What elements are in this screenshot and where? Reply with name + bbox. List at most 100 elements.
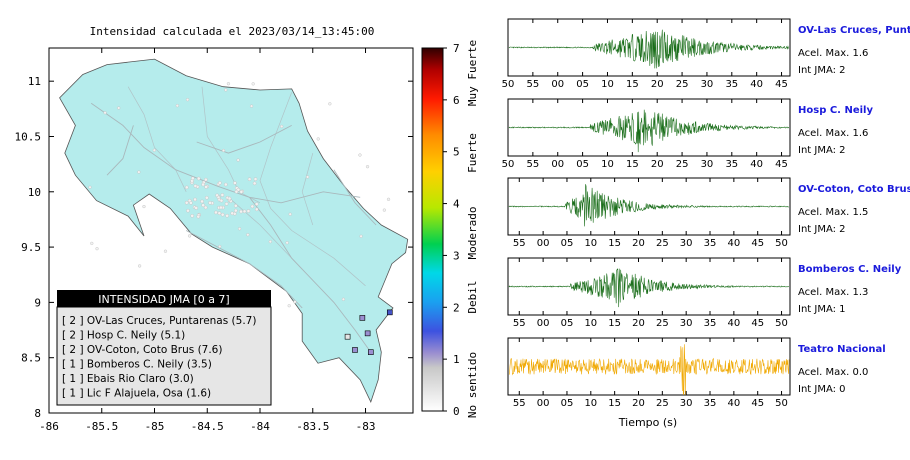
trace-tick-label: 00 bbox=[537, 318, 550, 329]
waveform-trace bbox=[508, 344, 790, 396]
trace-tick-label: 55 bbox=[527, 79, 540, 90]
trace-tick-label: 15 bbox=[608, 398, 621, 409]
town-dot bbox=[280, 124, 284, 129]
trace-tick-label: 35 bbox=[725, 159, 738, 170]
waveform-trace bbox=[508, 184, 790, 227]
trace-tick-label: 35 bbox=[725, 79, 738, 90]
town-dot bbox=[224, 88, 228, 92]
map-x-tick-label: -85.5 bbox=[85, 420, 118, 433]
town-dot bbox=[193, 184, 198, 188]
map-y-tick-label: 9.5 bbox=[21, 241, 41, 254]
trace-tick-label: 20 bbox=[651, 159, 664, 170]
town-dot bbox=[196, 214, 201, 219]
map-title: Intensidad calculada el 2023/03/14_13:45… bbox=[90, 25, 375, 38]
map-x-tick-label: -86 bbox=[39, 420, 59, 433]
station-intensity: Int JMA: 2 bbox=[798, 145, 846, 156]
trace-tick-label: 05 bbox=[576, 159, 589, 170]
trace-tick-label: 00 bbox=[551, 79, 564, 90]
town-dot bbox=[287, 304, 291, 308]
trace-tick-label: 50 bbox=[775, 318, 788, 329]
station-marker bbox=[359, 315, 366, 321]
station-intensity: Int JMA: 0 bbox=[798, 384, 846, 395]
town-dot bbox=[208, 201, 212, 205]
road-line bbox=[90, 102, 361, 204]
province-boundary bbox=[259, 92, 366, 287]
town-dot bbox=[88, 185, 92, 189]
trace-tick-label: 35 bbox=[704, 318, 717, 329]
station-name: OV-Las Cruces, Puntar bbox=[798, 25, 910, 36]
station-acel: Acel. Max. 1.5 bbox=[798, 207, 868, 218]
station-marker bbox=[386, 309, 393, 316]
town-dot bbox=[221, 148, 226, 153]
province-boundary bbox=[301, 153, 314, 226]
station-acel: Acel. Max. 0.0 bbox=[798, 367, 868, 378]
colorbar-tick-label: 0 bbox=[453, 405, 460, 418]
station-intensity: Int JMA: 2 bbox=[798, 65, 846, 76]
map-y-tick-label: 10.5 bbox=[15, 130, 42, 143]
town-dot bbox=[268, 240, 272, 244]
road-line bbox=[333, 169, 377, 226]
town-dot bbox=[239, 209, 243, 214]
trace-tick-label: 20 bbox=[632, 238, 645, 249]
map-x-tick-label: -83.5 bbox=[296, 420, 329, 433]
station-name: Bomberos C. Neily bbox=[798, 264, 902, 275]
town-dot bbox=[204, 185, 208, 189]
trace-tick-label: 55 bbox=[513, 398, 526, 409]
town-dot bbox=[249, 104, 254, 108]
trace-tick-label: 05 bbox=[561, 238, 574, 249]
town-dot bbox=[230, 211, 235, 216]
town-dot bbox=[288, 212, 292, 216]
trace-tick-label: 15 bbox=[608, 238, 621, 249]
town-dot bbox=[233, 204, 238, 208]
trace-tick-label: 45 bbox=[751, 238, 764, 249]
town-dot bbox=[203, 205, 208, 210]
colorbar-tick-label: 4 bbox=[453, 198, 460, 211]
town-dot bbox=[316, 137, 320, 141]
trace-tick-label: 10 bbox=[601, 79, 614, 90]
station-acel: Acel. Max. 1.6 bbox=[798, 128, 868, 139]
trace-tick-label: 10 bbox=[584, 238, 597, 249]
trace-tick-label: 00 bbox=[551, 159, 564, 170]
town-dot bbox=[328, 102, 332, 106]
trace-tick-label: 50 bbox=[775, 238, 788, 249]
colorbar-tick-label: 5 bbox=[453, 146, 460, 159]
town-dot bbox=[184, 200, 189, 205]
town-dot bbox=[250, 204, 255, 209]
town-dot bbox=[220, 212, 225, 217]
legend-item: [ 2 ] Hosp C. Neily (5.1) bbox=[62, 330, 185, 342]
colorbar-tick-label: 7 bbox=[453, 42, 460, 55]
town-dot bbox=[185, 98, 190, 102]
trace-tick-label: 05 bbox=[561, 398, 574, 409]
map-y-tick-label: 11 bbox=[28, 75, 41, 88]
map-y-tick-label: 9 bbox=[34, 296, 41, 309]
town-dot bbox=[201, 182, 205, 187]
trace-tick-label: 05 bbox=[561, 318, 574, 329]
trace-tick-label: 50 bbox=[502, 159, 515, 170]
station-acel: Acel. Max. 1.3 bbox=[798, 287, 868, 298]
province-boundary bbox=[127, 86, 187, 192]
town-dot bbox=[190, 214, 195, 218]
town-dot bbox=[138, 264, 142, 268]
trace-tick-label: 40 bbox=[727, 238, 740, 249]
town-dot bbox=[142, 204, 146, 209]
trace-tick-label: 50 bbox=[502, 79, 515, 90]
trace-tick-label: 15 bbox=[626, 159, 639, 170]
town-dot bbox=[194, 206, 199, 210]
waveform-trace bbox=[508, 29, 790, 69]
town-dot bbox=[382, 208, 386, 212]
colorbar-tick-label: 2 bbox=[453, 301, 460, 314]
town-dot bbox=[137, 170, 141, 174]
town-dot bbox=[252, 181, 257, 186]
colorbar-category-label: Fuerte bbox=[466, 133, 479, 173]
town-dot bbox=[224, 202, 229, 206]
town-dot bbox=[193, 197, 197, 202]
trace-tick-label: 50 bbox=[775, 398, 788, 409]
town-dot bbox=[251, 82, 255, 86]
town-dot bbox=[214, 210, 218, 215]
trace-tick-label: 30 bbox=[701, 79, 714, 90]
trace-tick-label: 00 bbox=[537, 238, 550, 249]
trace-tick-label: 35 bbox=[704, 398, 717, 409]
town-dot bbox=[187, 234, 192, 238]
town-dot bbox=[236, 187, 241, 192]
